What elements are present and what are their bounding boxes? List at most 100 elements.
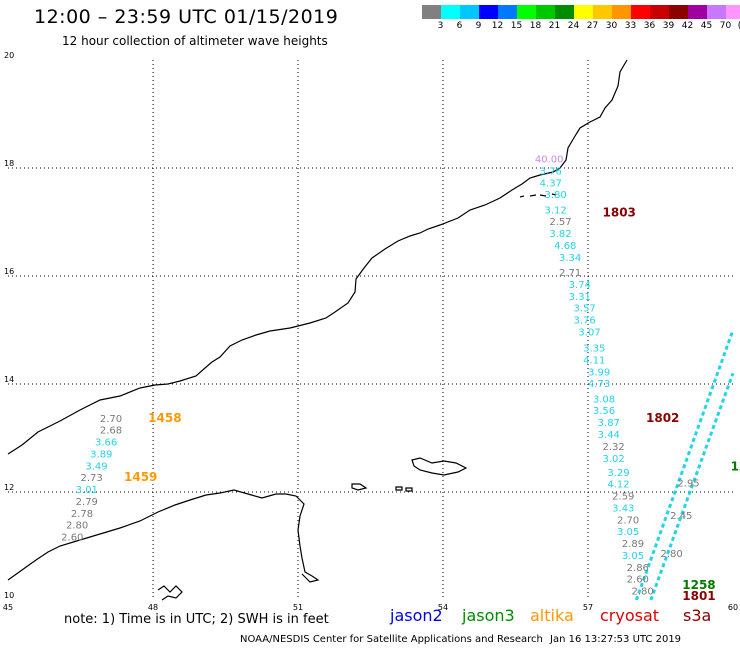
wave-height-value: 3.12 (545, 205, 567, 216)
legend-label: 18 (529, 21, 542, 31)
y-tick-label: 12 (4, 483, 14, 492)
legend-swatch (460, 5, 479, 19)
somali-coast-islands (157, 585, 183, 601)
small-island-2 (405, 487, 413, 492)
wave-height-value: 2.78 (71, 509, 93, 520)
legend-label: 39 (662, 21, 675, 31)
legend-swatch (669, 5, 688, 19)
wave-height-value: 4.11 (583, 355, 605, 366)
wave-height-value: 2.32 (603, 442, 625, 453)
legend-swatch (498, 5, 517, 19)
pass-time-label: 1458 (148, 411, 181, 425)
y-tick-label: 10 (4, 591, 14, 600)
y-tick-label: 16 (4, 267, 14, 276)
legend-label: 3 (437, 21, 444, 31)
wave-height-value: 3.44 (598, 430, 620, 441)
legend-label: 6 (456, 21, 463, 31)
wave-height-value: 3.56 (593, 406, 615, 417)
x-tick-label: 45 (3, 603, 13, 612)
pass-time-label: 1802 (646, 411, 679, 425)
satellite-track-segment (634, 329, 735, 601)
wave-height-value: 2.80 (66, 521, 88, 532)
wave-height-value: 2.73 (81, 473, 103, 484)
legend-swatch (479, 5, 498, 19)
map-grid (8, 60, 733, 600)
wave-height-value: 3.35 (583, 344, 605, 355)
wave-height-value: 3.82 (549, 229, 571, 240)
satellite-name-altika: altika (530, 606, 574, 625)
legend-label: 24 (567, 21, 580, 31)
legend-swatch (536, 5, 555, 19)
wave-height-value: 2.70 (617, 515, 639, 526)
coastline (7, 59, 628, 601)
wave-height-value: 3.08 (593, 394, 615, 405)
legend-swatch (593, 5, 612, 19)
wave-height-value: 3.05 (617, 527, 639, 538)
wave-height-value: 3.43 (612, 503, 634, 514)
kuria-muria-islands (519, 193, 557, 198)
wave-height-value: 4.73 (588, 379, 610, 390)
socotra-island (411, 457, 468, 476)
wave-height-value: 2.70 (100, 414, 122, 425)
abd-al-kuri-island (351, 483, 368, 491)
pass-time-label: 1803 (603, 206, 636, 220)
wave-height-value: 3.29 (607, 468, 629, 479)
wave-height-value: 2.80 (661, 549, 683, 560)
satellite-name-jason3: jason3 (462, 606, 515, 625)
x-tick-label: 51 (293, 603, 303, 612)
wave-height-value: 3.34 (559, 253, 581, 264)
wave-height-value: 2.68 (100, 426, 122, 437)
legend-swatch (612, 5, 631, 19)
legend-swatch (441, 5, 460, 19)
wave-height-value: 2.95 (677, 479, 699, 490)
map-title: 12:00 – 23:59 UTC 01/15/2019 (34, 6, 339, 28)
small-island-1 (395, 486, 403, 491)
legend-swatch (631, 5, 650, 19)
wave-height-value: 2.59 (612, 492, 634, 503)
wave-height-value: 3.66 (95, 438, 117, 449)
legend-label: 70 (719, 21, 732, 31)
footer-note: note: 1) Time is in UTC; 2) SWH is in fe… (64, 612, 329, 627)
y-tick-label: 18 (4, 159, 14, 168)
legend-label: (ft) (735, 21, 740, 31)
x-tick-label: 54 (438, 603, 448, 612)
legend-swatch (688, 5, 707, 19)
legend-label: 30 (605, 21, 618, 31)
wave-height-value: 3.99 (588, 367, 610, 378)
legend-swatch (650, 5, 669, 19)
wave-height-value: 4.12 (607, 480, 629, 491)
satellite-name-jason2: jason2 (390, 606, 443, 625)
wave-height-value: 4.37 (540, 178, 562, 189)
arabian-coastline (7, 59, 628, 455)
y-tick-label: 20 (4, 51, 14, 60)
legend-label: 21 (548, 21, 561, 31)
legend-label: 15 (510, 21, 523, 31)
pass-time-label: 12 (731, 459, 740, 473)
wave-height-value: 2.60 (61, 533, 83, 544)
x-tick-label: 48 (148, 603, 158, 612)
legend-swatches (422, 5, 740, 19)
wave-height-value: 3.74 (569, 280, 591, 291)
legend-label: 27 (586, 21, 599, 31)
legend-label: 9 (475, 21, 482, 31)
wave-height-value: 3.80 (545, 190, 567, 201)
wave-height-labels: 2.702.683.663.893.492.733.012.792.782.80… (61, 155, 740, 603)
x-tick-label: 57 (583, 603, 593, 612)
legend-label: 12 (491, 21, 504, 31)
wave-height-value: 2.57 (549, 217, 571, 228)
legend-swatch (707, 5, 726, 19)
pass-time-label: 1801 (682, 589, 715, 603)
wave-height-value: 3.89 (90, 449, 112, 460)
pass-time-label: 1258 (682, 578, 715, 592)
wave-height-value: 2.79 (76, 497, 98, 508)
x-tick-label: 60 (728, 603, 738, 612)
wave-height-value: 4.68 (554, 241, 576, 252)
satellite-name-s3a: s3a (683, 606, 712, 625)
satellite-name-cryosat: cryosat (600, 606, 660, 625)
satellite-track-segment (649, 372, 735, 601)
wave-height-value: 2.80 (632, 587, 654, 598)
wave-height-value: 2.45 (670, 511, 692, 522)
footer-credit: NOAA/NESDIS Center for Satellite Applica… (240, 634, 543, 645)
